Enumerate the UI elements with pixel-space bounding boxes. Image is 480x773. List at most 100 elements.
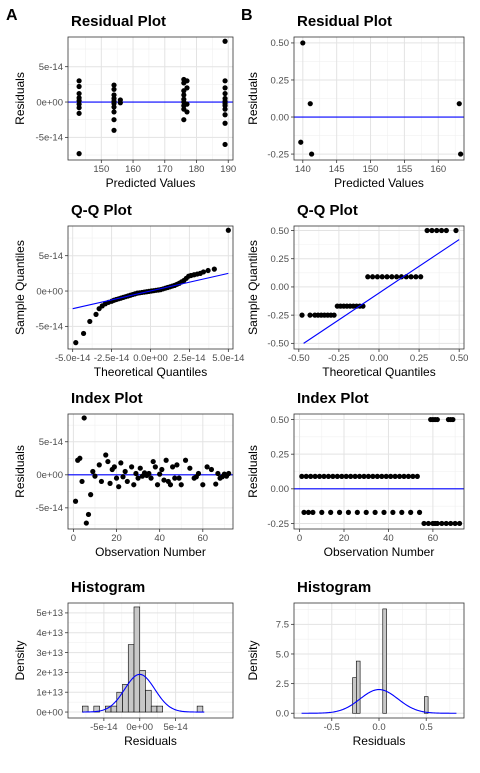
- b3-y-tick-label: -0.25: [267, 519, 289, 530]
- a3-x-tick-label: 40: [154, 533, 165, 544]
- a3-data-point: [178, 482, 184, 488]
- a1-data-point: [184, 109, 190, 115]
- b3-data-point: [330, 473, 336, 479]
- a3-data-point: [105, 458, 111, 465]
- panel-label-b: B: [241, 7, 253, 24]
- a1-data-point: [117, 100, 123, 106]
- a3-data-point: [176, 475, 182, 481]
- b2-data-point: [384, 274, 390, 280]
- b3-data-point: [450, 416, 456, 423]
- a3-data-point: [159, 466, 165, 473]
- b1-y-tick-label: 0.00: [271, 112, 290, 123]
- b3-data-point: [434, 416, 440, 423]
- b1-y-tick-label: 0.50: [271, 38, 290, 49]
- a3-data-point: [163, 457, 169, 463]
- b3-data-point: [379, 473, 385, 479]
- a3-chart-title: Index Plot: [71, 390, 143, 407]
- a2-data-point: [73, 340, 79, 346]
- a3-data-point: [81, 415, 87, 421]
- b2-x-axis-title: Theoretical Quantiles: [322, 365, 435, 379]
- b1-plot-area: [294, 37, 464, 160]
- a1-data-point: [222, 78, 228, 84]
- a3-data-point: [167, 482, 174, 488]
- a1-data-point: [222, 85, 228, 91]
- b4-histogram-bar: [424, 696, 429, 714]
- b3-data-point: [352, 473, 358, 479]
- b2-data-point: [369, 274, 376, 280]
- a1-data-point: [111, 86, 117, 92]
- a1-y-tick-label: 0e+00: [36, 97, 63, 108]
- b2-data-point: [379, 274, 385, 280]
- b3-y-axis-title: Residuals: [246, 445, 260, 498]
- b3-data-point: [439, 520, 445, 527]
- a3-data-point: [111, 464, 117, 470]
- a4-x-tick-label: 0e+00: [126, 722, 153, 733]
- a3-data-point: [213, 481, 219, 487]
- a1-data-point: [181, 92, 187, 98]
- b3-data-point: [365, 473, 372, 479]
- b3-y-tick-label: 0.00: [271, 484, 290, 495]
- a4-y-axis-title: Density: [13, 640, 27, 680]
- b3-data-point: [401, 473, 407, 479]
- b4-histogram-bar: [352, 677, 357, 714]
- b2-y-axis-title: Sample Quantiles: [246, 240, 260, 335]
- a3-y-tick-label: -5e-14: [36, 503, 63, 514]
- a1-y-tick-label: -5e-14: [36, 133, 63, 144]
- a2-x-tick-label: 0.0e+00: [133, 353, 168, 364]
- a4-histogram-bar: [156, 705, 163, 713]
- a3-data-point: [79, 478, 85, 485]
- a3-data-point: [172, 475, 178, 481]
- b3-y-tick-label: 0.50: [271, 415, 290, 426]
- b1-x-tick-label: 155: [396, 164, 412, 175]
- a4-x-axis-title: Residuals: [124, 734, 177, 748]
- b2-data-point: [374, 274, 380, 280]
- b3-data-point: [348, 473, 354, 479]
- a3-y-tick-label: 5e-14: [39, 437, 63, 448]
- a3-data-point: [226, 470, 232, 477]
- b4-x-tick-label: 0.5: [420, 722, 433, 733]
- b4-x-axis-title: Residuals: [353, 734, 406, 748]
- a1-panel-border: [67, 36, 234, 161]
- b3-data-point: [303, 473, 309, 479]
- b3-data-point: [325, 473, 332, 479]
- b1-y-tick-label: -0.25: [267, 149, 289, 160]
- a1-x-tick-label: 150: [93, 164, 109, 175]
- b4-x-tick-label: 0.0: [372, 722, 385, 733]
- b2-x-tick-label: -0.50: [288, 353, 310, 364]
- b1-data-point: [298, 139, 304, 145]
- b2-data-point: [299, 312, 305, 318]
- b2-x-tick-label: 0.00: [370, 353, 389, 364]
- a3-data-point: [72, 498, 79, 504]
- b4-x-tick-label: -0.5: [324, 722, 340, 733]
- a2-x-axis-title: Theoretical Quantiles: [94, 365, 207, 379]
- a4-histogram-bar: [93, 705, 100, 713]
- a4-y-tick-label: 2e+13: [36, 668, 63, 679]
- b2-x-tick-label: 0.50: [450, 353, 469, 364]
- b3-data-point: [390, 509, 396, 515]
- b4-histogram-bar: [382, 608, 387, 714]
- b1-y-axis-title: Residuals: [246, 72, 260, 125]
- b3-data-point: [310, 509, 316, 515]
- b3-y-tick-label: 0.25: [271, 449, 290, 460]
- b2-data-point: [394, 274, 400, 280]
- a4-y-tick-label: 4e+13: [36, 628, 63, 639]
- b2-y-tick-label: -0.25: [267, 310, 289, 321]
- b3-x-tick-label: 20: [339, 533, 350, 544]
- b2-data-point: [418, 274, 424, 280]
- a1-x-tick-label: 160: [125, 164, 141, 175]
- a4-density-curve: [82, 673, 205, 713]
- b2-y-tick-label: 0.00: [271, 282, 290, 293]
- a1-data-point: [111, 82, 117, 88]
- a4-panel-border: [67, 602, 234, 719]
- a2-data-point: [93, 311, 99, 317]
- b2-chart-title: Q-Q Plot: [297, 202, 358, 219]
- a4-x-tick-label: -5e-14: [90, 722, 117, 733]
- b3-plot-area: [294, 414, 464, 529]
- a4-histogram-bar: [145, 689, 152, 713]
- b3-chart-title: Index Plot: [297, 390, 369, 407]
- a1-y-axis-title: Residuals: [13, 72, 27, 125]
- a3-data-point: [120, 474, 126, 480]
- a3-data-point: [137, 465, 143, 471]
- a3-data-point: [107, 480, 113, 486]
- b3-data-point: [361, 473, 367, 479]
